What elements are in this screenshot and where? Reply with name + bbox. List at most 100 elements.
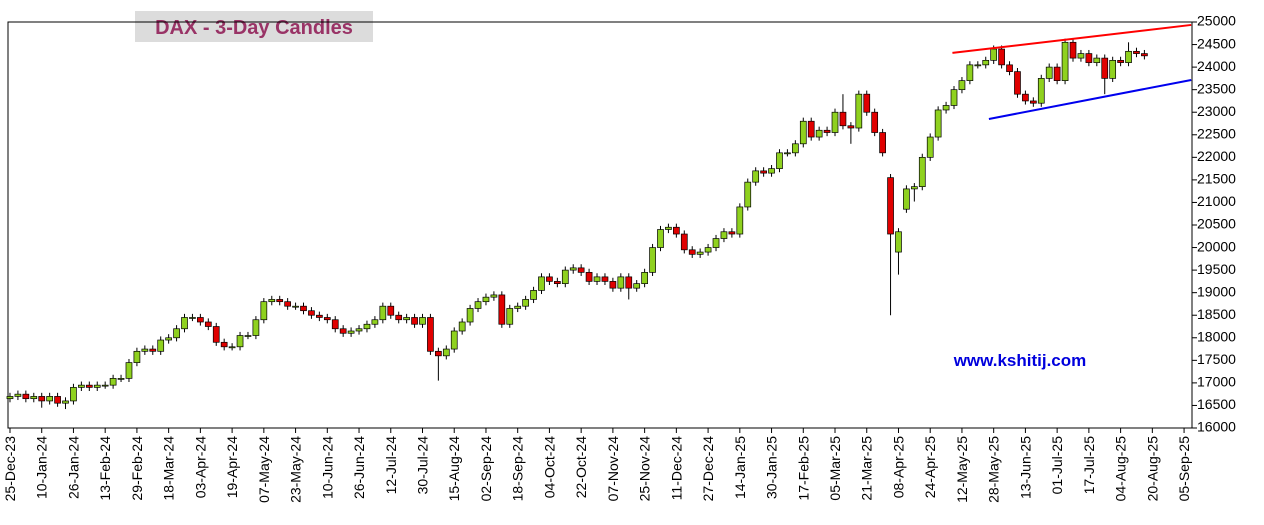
candle-body [958, 80, 966, 91]
candle-body [1061, 41, 1069, 81]
candle-body [561, 269, 569, 284]
y-tick-label: 22000 [1197, 148, 1236, 164]
x-tick-label: 05-Mar-25 [827, 436, 843, 501]
candle-body [173, 328, 180, 339]
candle-body [474, 301, 482, 309]
y-tick-label: 19000 [1197, 283, 1236, 299]
x-tick-label: 10-Jun-24 [319, 436, 335, 499]
trend-line [988, 78, 1192, 120]
y-tick-label: 22500 [1197, 125, 1236, 141]
candle-body [704, 247, 712, 253]
candle-body [339, 328, 347, 334]
x-tick-label: 17-Feb-25 [795, 436, 811, 501]
candle-body [125, 362, 133, 379]
candle-body [1069, 41, 1077, 59]
y-tick-label: 17000 [1197, 374, 1236, 390]
candle-body [212, 326, 220, 343]
candle-body [966, 64, 974, 81]
candle-body [522, 299, 529, 307]
candle-body [1109, 59, 1117, 79]
candle-body [688, 249, 696, 255]
x-tick-label: 14-Jan-25 [732, 436, 748, 499]
candle-body [879, 132, 886, 154]
title-box [135, 11, 373, 42]
candle-body [855, 93, 863, 129]
candle-body [427, 317, 434, 352]
y-tick-label: 25000 [1197, 13, 1236, 29]
candle-body [228, 346, 236, 349]
x-tick-label: 01-Jul-25 [1049, 436, 1065, 495]
candle-body [38, 396, 46, 402]
candle-body [165, 337, 172, 341]
candle-body [696, 251, 704, 255]
candle-body [117, 378, 125, 380]
candle-body [85, 384, 93, 388]
candle-body [712, 238, 720, 248]
candle-body [268, 299, 276, 303]
candle-body [625, 276, 633, 289]
x-tick-label: 03-Apr-24 [192, 436, 208, 498]
candle-body [197, 317, 204, 323]
candle-body [30, 396, 38, 400]
candle-body [998, 48, 1005, 66]
candle-body [62, 400, 69, 404]
candle-body [926, 136, 934, 158]
candle-body [292, 305, 299, 308]
candle-body [593, 276, 601, 282]
candle-body [673, 226, 680, 235]
y-tick-label: 16500 [1197, 396, 1236, 412]
x-tick-label: 13-Jun-25 [1017, 436, 1033, 499]
candle-body [617, 276, 625, 289]
candle-body [720, 231, 728, 239]
candle-body [331, 319, 339, 330]
candle-body [189, 317, 196, 319]
candle-body [577, 267, 585, 273]
candle-body [260, 301, 268, 321]
x-tick-label: 04-Aug-25 [1113, 436, 1129, 502]
x-tick-label: 18-Sep-24 [510, 436, 526, 502]
candle-body [300, 305, 307, 312]
x-tick-label: 11-Dec-24 [668, 436, 684, 501]
candle-body [974, 64, 982, 67]
candle-body [807, 120, 815, 138]
candle-body [46, 396, 53, 402]
candle-body [442, 348, 450, 357]
x-tick-label: 27-Dec-24 [700, 436, 716, 502]
x-tick-label: 13-Feb-24 [97, 436, 113, 501]
y-tick-label: 24500 [1197, 35, 1236, 51]
candle-body [736, 206, 744, 235]
x-tick-label: 25-Dec-23 [2, 436, 18, 502]
candle-body [895, 231, 902, 253]
candle-body [371, 319, 379, 325]
candle-body [847, 125, 855, 129]
candle-body [831, 111, 839, 133]
x-tick-label: 10-Jan-24 [34, 436, 50, 499]
candle-body [815, 129, 823, 138]
candle-body [204, 321, 212, 327]
candle-body [363, 323, 371, 330]
x-tick-label: 05-Sep-25 [1176, 436, 1192, 502]
candle-body [633, 283, 641, 289]
candle-body [101, 384, 109, 387]
x-tick-label: 25-Nov-24 [637, 436, 653, 502]
x-tick-label: 22-Oct-24 [573, 436, 589, 498]
candle-body [768, 168, 775, 174]
y-tick-label: 21000 [1197, 193, 1236, 209]
candle-body [411, 317, 418, 325]
candle-body [276, 299, 284, 303]
x-tick-label: 12-Jul-24 [383, 436, 399, 495]
candle-body [649, 247, 656, 273]
candle-body [1029, 100, 1037, 104]
candle-body [1037, 78, 1045, 104]
y-tick-label: 18000 [1197, 328, 1236, 344]
candle-body [379, 305, 387, 321]
candle-body [792, 143, 799, 154]
candle-body [752, 170, 760, 183]
x-tick-label: 23-May-24 [288, 436, 304, 503]
candle-body [450, 330, 458, 350]
candle-body [149, 348, 157, 352]
candle-body [1045, 66, 1053, 79]
candle-body [910, 186, 918, 190]
candle-body [54, 396, 61, 404]
candle-body [236, 335, 244, 348]
